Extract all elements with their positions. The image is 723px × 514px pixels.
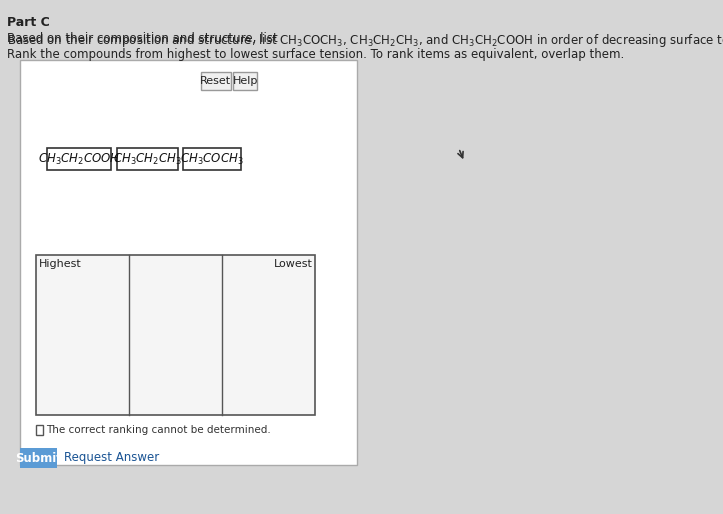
FancyBboxPatch shape [184,148,241,170]
Text: Rank the compounds from highest to lowest surface tension. To rank items as equi: Rank the compounds from highest to lowes… [7,48,625,61]
FancyBboxPatch shape [36,425,43,435]
FancyBboxPatch shape [233,72,257,90]
Text: Help: Help [232,76,258,86]
FancyBboxPatch shape [117,148,178,170]
Text: $CH_3COCH_3$: $CH_3COCH_3$ [180,152,244,167]
FancyBboxPatch shape [46,148,111,170]
Text: Part C: Part C [7,16,50,29]
Text: Lowest: Lowest [273,259,312,269]
Text: $CH_3CH_2CH_3$: $CH_3CH_2CH_3$ [113,152,181,167]
FancyBboxPatch shape [20,448,57,468]
FancyBboxPatch shape [36,255,315,415]
Text: Request Answer: Request Answer [64,451,160,465]
Text: $CH_3CH_2COOH$: $CH_3CH_2COOH$ [38,152,120,167]
Text: Reset: Reset [200,76,231,86]
Text: Based on their composition and structure, list: Based on their composition and structure… [7,32,282,45]
Text: The correct ranking cannot be determined.: The correct ranking cannot be determined… [46,425,270,435]
Text: Based on their composition and structure, list $\mathregular{CH_3COCH_3}$, $\mat: Based on their composition and structure… [7,32,723,49]
Text: Highest: Highest [39,259,82,269]
FancyBboxPatch shape [20,60,357,465]
FancyBboxPatch shape [201,72,231,90]
Text: Submit: Submit [15,451,62,465]
